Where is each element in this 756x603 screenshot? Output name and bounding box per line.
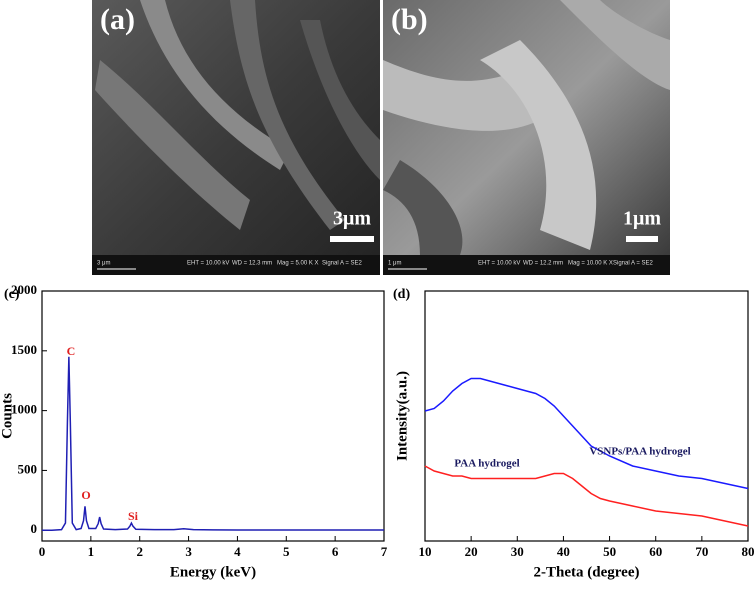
- x-tick-label: 20: [465, 544, 478, 559]
- x-tick-label: 6: [332, 544, 339, 559]
- x-tick-label: 7: [381, 544, 388, 559]
- plot-frame: [41, 290, 385, 542]
- x-tick-label: 80: [742, 544, 755, 559]
- y-axis-label: Counts: [0, 393, 15, 439]
- x-tick-label: 60: [649, 544, 662, 559]
- panel-label: (c): [4, 287, 20, 302]
- peak-label: C: [67, 344, 76, 358]
- peak-label: Si: [128, 509, 139, 523]
- x-axis-label: 2-Theta (degree): [534, 564, 640, 580]
- y-tick-label: 0: [31, 521, 38, 536]
- x-tick-label: 40: [557, 544, 570, 559]
- scale-bar: [330, 236, 374, 242]
- scale-bar: [626, 236, 658, 242]
- x-tick-label: 50: [603, 544, 616, 559]
- x-tick-label: 3: [185, 544, 192, 559]
- data-line: [424, 377, 749, 490]
- y-tick-label: 2000: [11, 282, 37, 297]
- y-axis-label: Intensity(a.u.): [394, 371, 410, 461]
- info-text: Signal A = SE2: [613, 261, 654, 267]
- y-tick-label: 1000: [11, 402, 37, 417]
- x-tick-label: 30: [511, 544, 524, 559]
- y-tick-label: 1500: [11, 342, 37, 357]
- x-tick-label: 10: [419, 544, 432, 559]
- info-text: 3 μm: [97, 261, 110, 267]
- series-label: VSNPs/PAA hydrogel: [589, 446, 690, 458]
- info-bar: [92, 255, 380, 275]
- data-line: [42, 356, 384, 531]
- info-text: EHT = 10.00 kV: [187, 261, 229, 267]
- info-text: EHT = 10.00 kV: [478, 261, 520, 267]
- peak-label: O: [81, 488, 90, 502]
- x-tick-label: 1: [88, 544, 95, 559]
- x-tick-label: 2: [136, 544, 143, 559]
- info-text: 1 μm: [388, 261, 401, 267]
- sem-image-b: [383, 0, 670, 275]
- scale-bar-label: 1μm: [623, 208, 661, 230]
- panel-label: (b): [391, 3, 428, 36]
- x-tick-label: 5: [283, 544, 290, 559]
- x-tick-label: 4: [234, 544, 241, 559]
- info-text: Signal A = SE2: [322, 261, 363, 267]
- panel-label: (a): [100, 3, 135, 36]
- x-tick-label: 70: [695, 544, 708, 559]
- info-text: Mag = 10.00 K X: [568, 261, 613, 267]
- series-label: PAA hydrogel: [454, 458, 519, 470]
- info-text: Mag = 5.00 K X: [277, 261, 319, 267]
- y-tick-label: 500: [18, 461, 38, 476]
- sem-image-a: [92, 0, 380, 275]
- info-text: WD = 12.3 mm: [232, 261, 272, 267]
- info-text: WD = 12.2 mm: [523, 261, 563, 267]
- scale-bar-label: 3μm: [333, 208, 371, 230]
- plot-frame: [424, 290, 749, 542]
- x-axis-label: Energy (keV): [170, 564, 256, 580]
- info-bar: [383, 255, 670, 275]
- data-line: [424, 465, 749, 527]
- panel-label: (d): [393, 287, 410, 302]
- x-tick-label: 0: [39, 544, 46, 559]
